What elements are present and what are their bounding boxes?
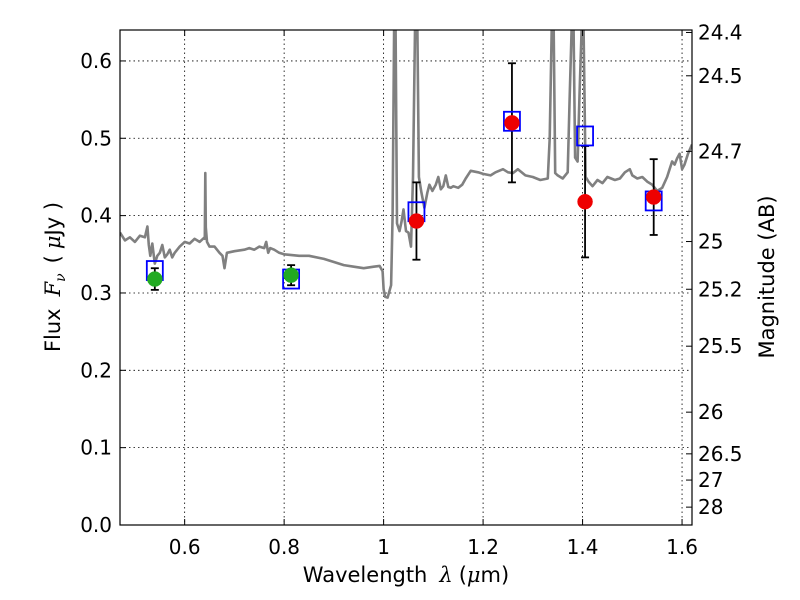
observed-nir-point — [577, 193, 593, 210]
y-axis-label-unit-rest: Jy ) — [41, 202, 65, 238]
model-photometry-square — [576, 125, 594, 147]
model-spectrum-line — [120, 30, 692, 299]
y-tick-label: 0.3 — [80, 281, 112, 305]
right-tick-label: 25 — [698, 230, 723, 254]
x-axis-label-unit-open: ( — [459, 563, 467, 587]
y-tick-label: 0.5 — [80, 126, 112, 150]
x-tick-label: 0.8 — [268, 535, 300, 559]
y-axis-label-subscript: ν — [53, 273, 69, 282]
model-photometry-square — [503, 110, 521, 132]
y-axis-label: Flux Fν ( μJy ) — [41, 202, 69, 352]
y-tick-label: 0.6 — [80, 49, 112, 73]
x-tick-label: 0.6 — [169, 535, 201, 559]
y-tick-label: 0.0 — [80, 513, 112, 537]
x-axis-label: Wavelength λ (μm) — [303, 563, 509, 587]
observed-optical-point — [283, 267, 299, 283]
right-tick-label: 24.4 — [698, 20, 743, 44]
y-axis-label-symbol: F — [41, 280, 65, 297]
y-axis-label-unit-mu: μ — [41, 235, 65, 249]
model-spectrum — [120, 30, 692, 299]
axis-ticks: 0.6 0.8 1 1.2 1.4 1.6 0.0 0.1 0.2 0.3 0.4 0.5 0.6 24.… — [80, 20, 742, 559]
y-tick-label: 0.2 — [80, 358, 112, 382]
observed-photometry-markers — [147, 115, 662, 287]
right-axis-label: Magnitude (AB) — [755, 195, 779, 358]
x-axis-label-symbol: λ — [438, 563, 452, 587]
x-tick-label: 1 — [377, 535, 390, 559]
y-axis-label-unit-open: ( — [41, 255, 65, 263]
x-tick-label: 1.2 — [467, 535, 499, 559]
observed-nir-point — [504, 115, 520, 131]
right-tick-label: 25.5 — [698, 334, 743, 358]
x-tick-label: 1.4 — [567, 535, 599, 559]
right-tick-label: 28 — [698, 495, 723, 519]
observed-nir-point — [408, 213, 425, 229]
x-axis-label-word: Wavelength — [303, 563, 428, 587]
right-tick-label: 24.7 — [698, 139, 743, 163]
observed-nir-point — [645, 189, 662, 205]
x-tick-label: 1.6 — [666, 535, 698, 559]
y-tick-label: 0.4 — [80, 204, 112, 228]
y-axis-label-word: Flux — [41, 308, 65, 352]
observed-optical-point — [147, 271, 163, 287]
right-tick-label: 25.2 — [698, 277, 743, 301]
right-tick-label: 26.5 — [698, 442, 743, 466]
right-tick-label: 24.5 — [698, 64, 743, 88]
x-axis-label-unit-rest: m) — [481, 563, 510, 587]
right-tick-label: 27 — [698, 468, 723, 492]
right-tick-label: 26 — [698, 400, 723, 424]
plot-frame — [119, 29, 693, 526]
x-axis-label-unit-mu: μ — [467, 563, 481, 587]
grid — [120, 30, 692, 526]
y-tick-label: 0.1 — [80, 436, 112, 460]
